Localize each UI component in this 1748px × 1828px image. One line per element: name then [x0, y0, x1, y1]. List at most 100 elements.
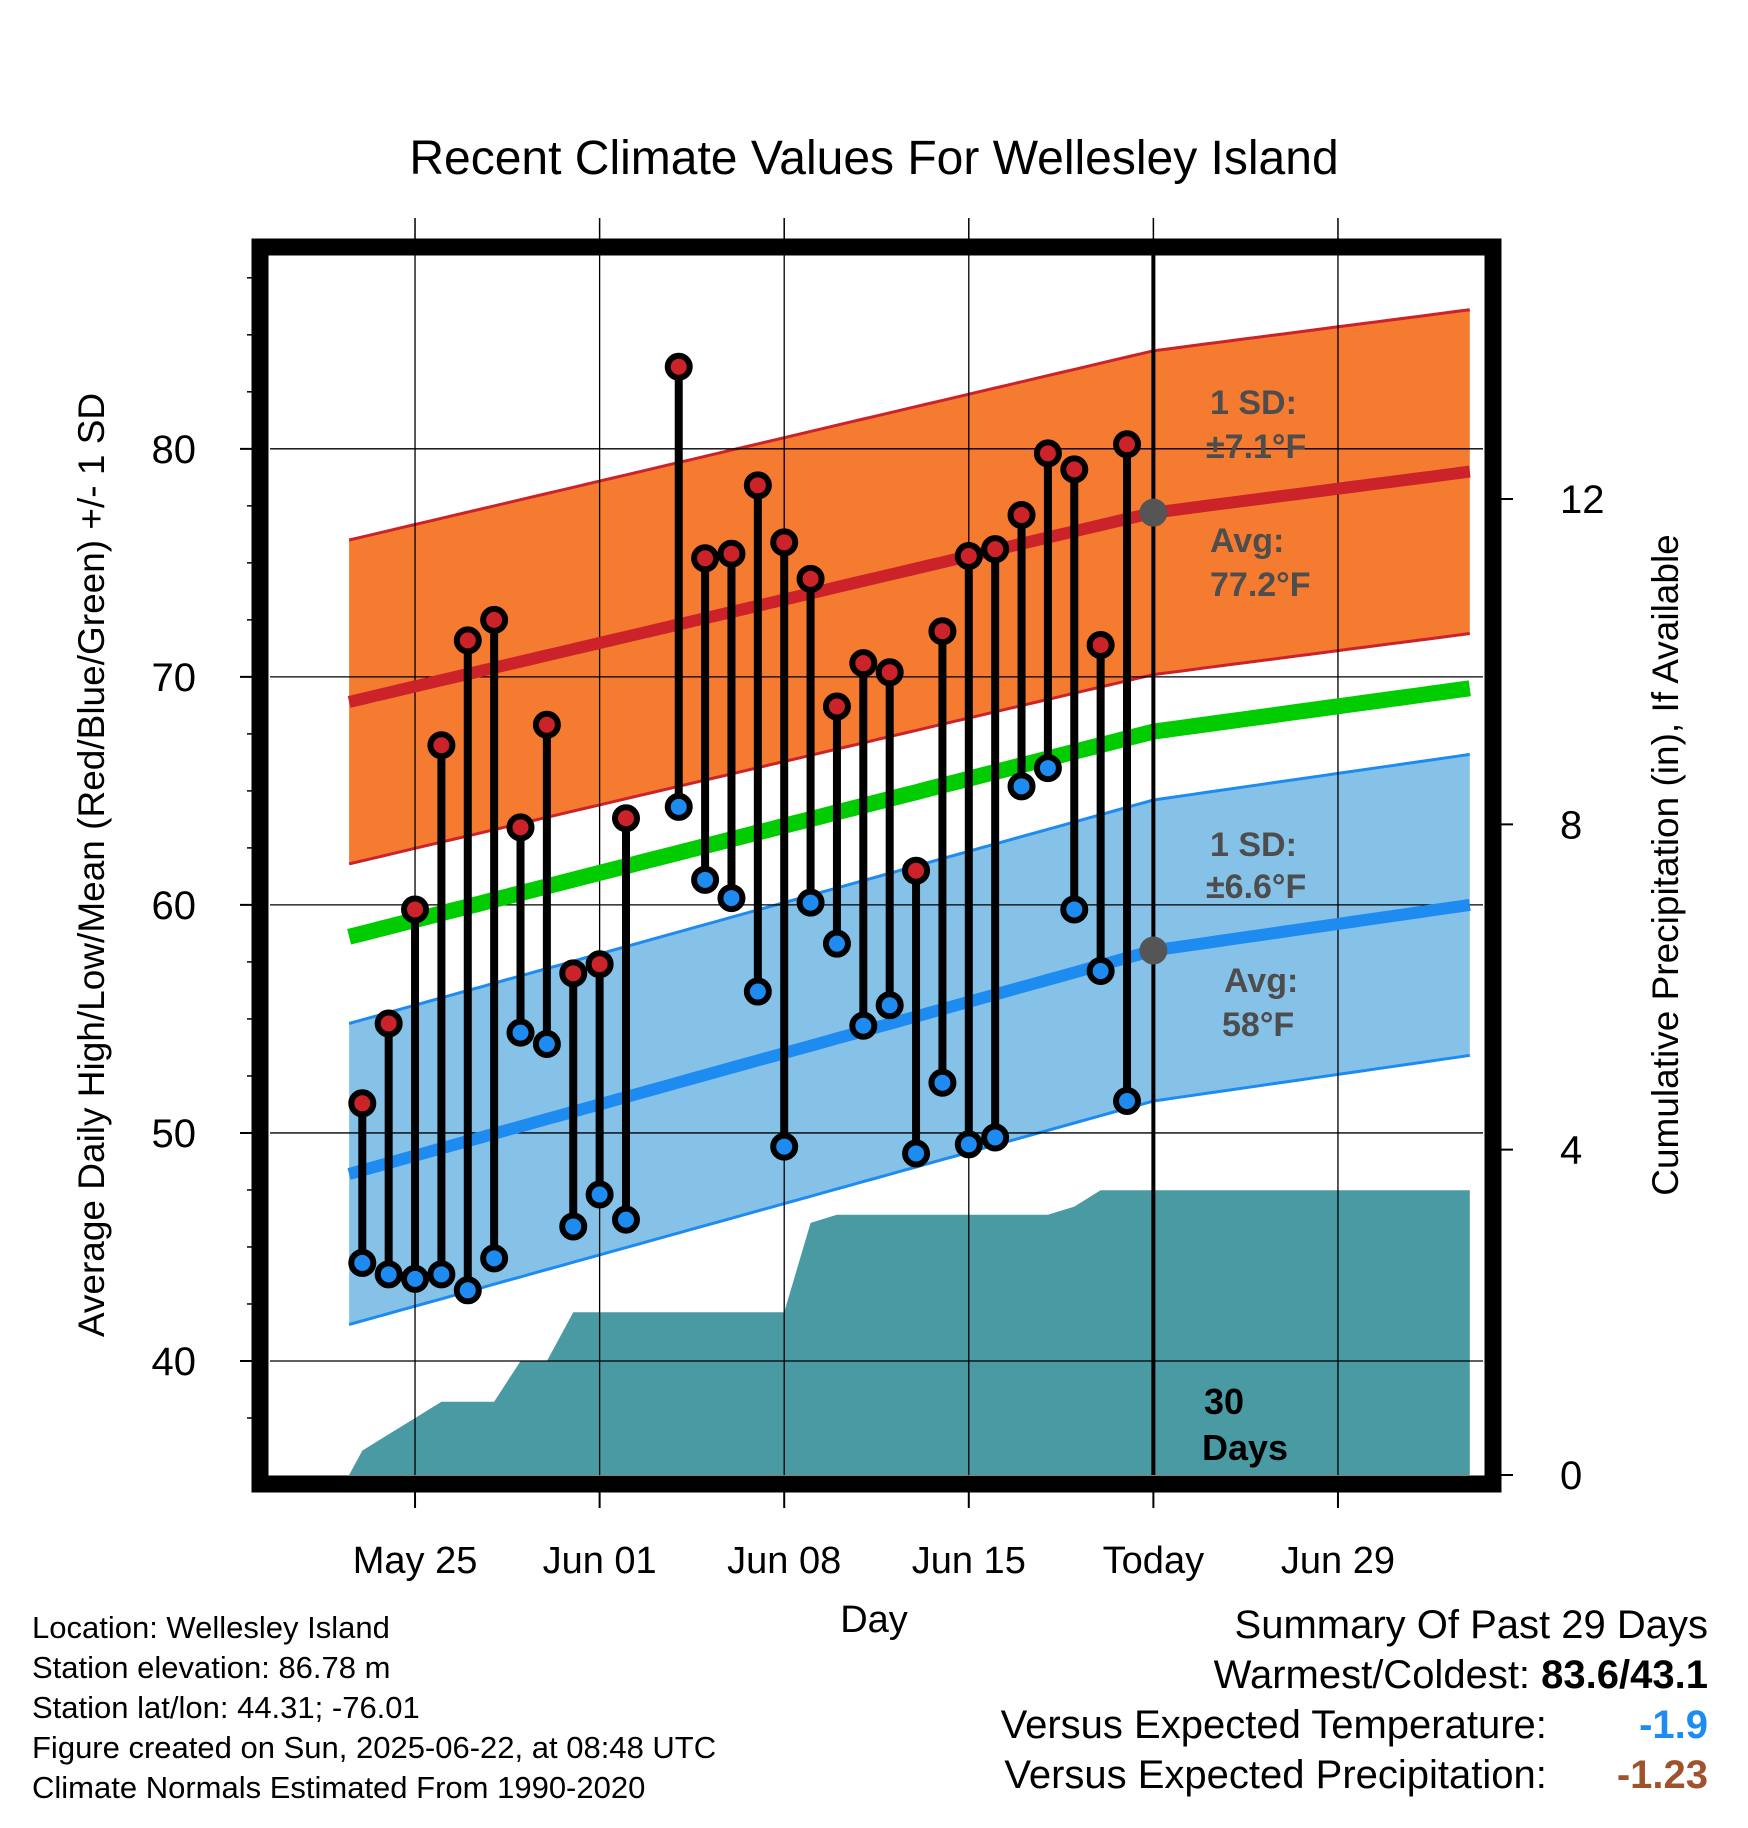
low-avg-value: 58°F [1222, 1006, 1294, 1044]
station-location: Location: Wellesley Island [32, 1610, 390, 1645]
obs-low-point [480, 1244, 509, 1273]
obs-high-point [822, 692, 851, 721]
x-tick-label: Jun 08 [727, 1540, 841, 1582]
obs-high-point [954, 542, 983, 571]
obs-low-point [1033, 754, 1062, 783]
obs-high-point [611, 804, 640, 833]
today-marker [1139, 255, 1168, 1475]
station-info: Location: Wellesley Island Station eleva… [32, 1608, 716, 1808]
obs-high-point [691, 544, 720, 573]
y-tick-label: 80 [152, 428, 197, 472]
summary-panel: Summary Of Past 29 Days Warmest/Coldest:… [1001, 1600, 1708, 1800]
obs-low-point [506, 1018, 535, 1047]
obs-high-point [849, 649, 878, 678]
y-tick-label: 40 [152, 1340, 197, 1384]
y-tick-label: 50 [152, 1112, 197, 1156]
y2-tick-label: 4 [1560, 1129, 1582, 1173]
precip-value: -1.23 [1616, 1753, 1708, 1797]
obs-low-point [981, 1123, 1010, 1152]
high-sd-label: 1 SD: [1210, 384, 1297, 422]
obs-low-point [849, 1011, 878, 1040]
obs-low-point [822, 929, 851, 958]
today-low-avg-dot [1139, 936, 1168, 965]
obs-low-point [902, 1139, 931, 1168]
low-avg-label: Avg: [1224, 962, 1298, 1000]
summary-temp: Versus Expected Temperature: -1.9 [1001, 1700, 1708, 1750]
obs-low-point [427, 1260, 456, 1289]
y2-tick-label: 12 [1560, 478, 1605, 522]
plot-area: 1 SD: ±7.1°F Avg: 77.2°F 1 SD: ±6.6°F Av… [251, 238, 1502, 1493]
high-sd-value: ±7.1°F [1206, 428, 1306, 466]
obs-low-point [770, 1132, 799, 1161]
high-avg-value: 77.2°F [1210, 566, 1311, 604]
obs-high-point [532, 710, 561, 739]
obs-high-point [1007, 500, 1036, 529]
figure-created: Figure created on Sun, 2025-06-22, at 08… [32, 1730, 717, 1765]
y-axis-label: Average Daily High/Low/Mean (Red/Blue/Gr… [71, 393, 112, 1337]
low-sd-label: 1 SD: [1210, 826, 1297, 864]
low-normal-line [347, 898, 1471, 1180]
obs-low-point [1007, 772, 1036, 801]
obs-low-point [1060, 895, 1089, 924]
obs-high-point [427, 731, 456, 760]
y2-axis-label: Cumulative Precipitation (in), If Availa… [1645, 534, 1686, 1196]
summary-title: Summary Of Past 29 Days [1234, 1603, 1708, 1647]
precip-fill [349, 1190, 1470, 1475]
x-tick-label: May 25 [353, 1540, 478, 1582]
obs-low-point [664, 792, 693, 821]
station-latlon: Station lat/lon: 44.31; -76.01 [32, 1690, 420, 1725]
x-axis-label: Day [840, 1599, 908, 1641]
obs-low-point [796, 888, 825, 917]
low-sd-value: ±6.6°F [1206, 868, 1306, 906]
x-tick-label: Jun 01 [543, 1540, 657, 1582]
obs-low-point [401, 1264, 430, 1293]
obs-low-point [954, 1130, 983, 1159]
obs-high-point [875, 658, 904, 687]
obs-high-point [743, 471, 772, 500]
obs-high-point [1113, 430, 1142, 459]
high-avg-label: Avg: [1210, 522, 1284, 560]
obs-low-point [717, 884, 746, 913]
obs-high-point [453, 626, 482, 655]
x-tick-label: Today [1103, 1540, 1204, 1582]
obs-low-point [928, 1068, 957, 1097]
x-tick-label: Jun 15 [912, 1540, 1026, 1582]
y-tick-label: 60 [152, 884, 197, 928]
obs-low-point [453, 1276, 482, 1305]
precip-label: Versus Expected Precipitation: [1004, 1753, 1547, 1797]
precip-area [349, 1190, 1470, 1475]
temp-label: Versus Expected Temperature: [1000, 1703, 1547, 1747]
today-high-avg-dot [1139, 498, 1168, 527]
obs-high-point [401, 895, 430, 924]
chart-title: Recent Climate Values For Wellesley Isla… [409, 132, 1338, 185]
normal-lines [347, 465, 1471, 1180]
obs-high-point [506, 813, 535, 842]
summary-precip: Versus Expected Precipitation: -1.23 [1001, 1750, 1708, 1800]
y-tick-label: 70 [152, 656, 197, 700]
observations [348, 352, 1142, 1305]
high-normal-line [347, 465, 1471, 708]
obs-high-point [374, 1009, 403, 1038]
obs-high-point [559, 959, 588, 988]
precip-days-label: Days [1202, 1427, 1288, 1468]
obs-low-point [691, 865, 720, 894]
obs-high-point [664, 352, 693, 381]
normals-period: Climate Normals Estimated From 1990-2020 [32, 1770, 646, 1805]
mean-normal-line [347, 680, 1471, 945]
y2-tick-label: 0 [1560, 1454, 1582, 1498]
obs-high-point [770, 528, 799, 557]
plot-frame [251, 238, 1502, 1493]
obs-low-point [1113, 1087, 1142, 1116]
obs-high-point [348, 1089, 377, 1118]
high-band-lower-edge [348, 632, 1471, 866]
warmest-coldest-label: Warmest/Coldest: [1213, 1653, 1531, 1697]
obs-low-point [348, 1248, 377, 1277]
obs-high-point [480, 605, 509, 634]
obs-low-point [1086, 957, 1115, 986]
precip-days-number: 30 [1204, 1381, 1244, 1422]
axes: 40 50 60 70 80 0 4 8 12 May 25 Jun 01 Jun 08 Jun 15 T… [152, 218, 1605, 1582]
obs-low-point [559, 1212, 588, 1241]
obs-high-point [796, 564, 825, 593]
obs-high-point [585, 950, 614, 979]
